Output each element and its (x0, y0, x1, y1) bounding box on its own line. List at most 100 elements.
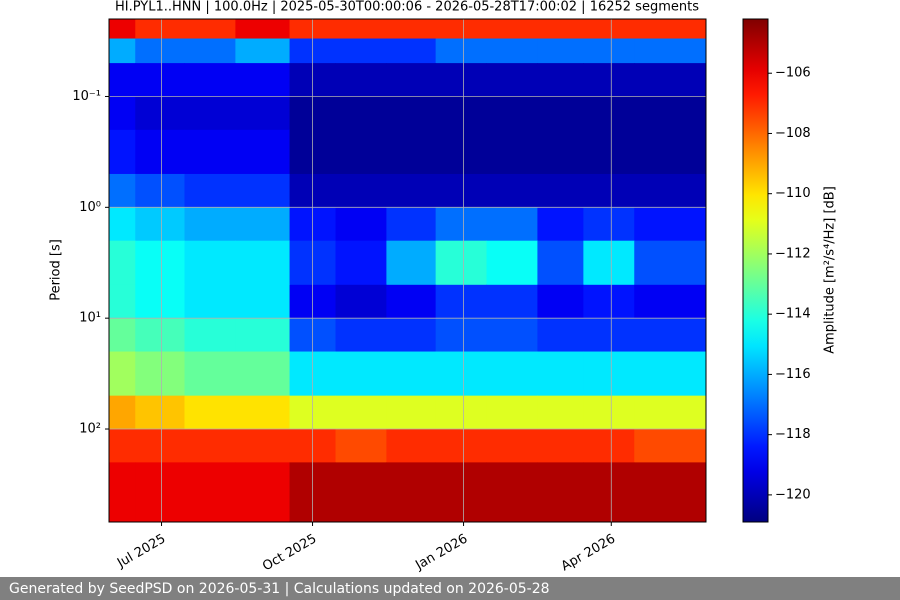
heatmap-cell (486, 19, 538, 40)
heatmap-cell (386, 240, 437, 286)
heatmap-cell (386, 395, 437, 430)
heatmap-cell (537, 351, 584, 397)
heatmap-cell (335, 129, 387, 175)
heatmap-cell (435, 284, 488, 319)
heatmap-cell (135, 173, 186, 208)
heatmap-cell (109, 96, 136, 131)
footer-text: Generated by SeedPSD on 2026-05-31 | Cal… (9, 581, 550, 597)
heatmap-cell (135, 351, 186, 397)
heatmap-cell (537, 240, 584, 286)
x-tick-label: Jul 2025 (114, 532, 168, 572)
heatmap-cell (435, 395, 488, 430)
heatmap-cell (386, 96, 437, 131)
heatmap-cell (486, 63, 538, 97)
heatmap-cell (583, 19, 635, 40)
heatmap-cell (386, 129, 437, 175)
heatmap-cell (235, 240, 291, 286)
colorbar-tick-label: −112 (775, 246, 811, 261)
heatmap-cell (435, 96, 488, 131)
heatmap-cell (634, 429, 707, 463)
heatmap-cell (184, 19, 236, 40)
heatmap-cell (109, 63, 136, 97)
heatmap-cell (537, 19, 584, 40)
heatmap-cell (486, 462, 538, 523)
heatmap-cell (583, 96, 635, 131)
colorbar-tick-label: −118 (775, 427, 811, 442)
heatmap-cell (537, 429, 584, 463)
heatmap-cell (583, 318, 635, 353)
heatmap-cell (537, 38, 584, 64)
heatmap-cell (634, 173, 707, 208)
heatmap-cell (486, 429, 538, 463)
heatmap-cell (634, 240, 707, 286)
heatmap-cell (537, 63, 584, 97)
heatmap-cell (583, 63, 635, 97)
y-tick-label: 10⁻¹ (72, 89, 101, 104)
heatmap-cell (184, 38, 236, 64)
heatmap-cell (109, 395, 136, 430)
heatmap-cell (634, 351, 707, 397)
heatmap-cell (235, 129, 291, 175)
chart: HI.PYL1..HNN | 100.0Hz | 2025-05-30T00:0… (49, 0, 838, 574)
heatmap-cell (135, 284, 186, 319)
heatmap-cell (583, 207, 635, 242)
plot-frame (108, 18, 707, 523)
heatmap-cell (109, 19, 136, 40)
heatmap-cell (235, 429, 291, 463)
heatmap-cell (486, 240, 538, 286)
heatmap-cell (184, 96, 236, 131)
heatmap-cell (335, 96, 387, 131)
heatmap-cell (135, 63, 186, 97)
heatmap-cell (235, 173, 291, 208)
heatmap-cell (109, 318, 136, 353)
colorbar-tick-label: −110 (775, 186, 811, 201)
colorbar-tick-label: −108 (775, 126, 811, 141)
heatmap-cell (335, 318, 387, 353)
heatmap-cell (335, 173, 387, 208)
y-tick-label: 10⁰ (79, 200, 101, 215)
heatmap-cell (109, 351, 136, 397)
heatmap-cell (235, 96, 291, 131)
heatmap-cell (235, 318, 291, 353)
heatmap-cell (435, 63, 488, 97)
heatmap-cell (335, 63, 387, 97)
heatmap-cell (386, 351, 437, 397)
chart-title: HI.PYL1..HNN | 100.0Hz | 2025-05-30T00:0… (115, 0, 699, 15)
heatmap-cell (184, 173, 236, 208)
heatmap-cell (634, 38, 707, 64)
heatmap-cell (634, 462, 707, 523)
heatmap-cell (184, 240, 236, 286)
heatmap-cell (537, 129, 584, 175)
y-tick-label: 10¹ (79, 311, 101, 326)
heatmap-cell (184, 395, 236, 430)
heatmap-cell (335, 38, 387, 64)
heatmap-cell (335, 284, 387, 319)
heatmap-cell (537, 462, 584, 523)
heatmap-cell (583, 129, 635, 175)
heatmap-cell (235, 38, 291, 64)
heatmap-cell (386, 429, 437, 463)
heatmap-cell (583, 240, 635, 286)
heatmap-cell (634, 19, 707, 40)
heatmap-cell (537, 173, 584, 208)
y-axis-label: Period [s] (49, 239, 64, 301)
heatmap-cell (486, 284, 538, 319)
heatmap-cell (435, 240, 488, 286)
heatmap-cell (435, 38, 488, 64)
heatmap-cell (537, 207, 584, 242)
heatmap-cell (335, 207, 387, 242)
heatmap-cell (435, 351, 488, 397)
heatmap-cell (634, 395, 707, 430)
heatmap-cell (109, 462, 136, 523)
heatmap-cell (435, 19, 488, 40)
heatmap-cell (634, 318, 707, 353)
heatmap-cell (235, 207, 291, 242)
colorbar-tick-label: −116 (775, 367, 811, 382)
colorbar (742, 18, 769, 523)
heatmap-cell (386, 207, 437, 242)
heatmap-cell (583, 395, 635, 430)
heatmap-cell (135, 462, 186, 523)
heatmap-cell (135, 207, 186, 242)
heatmap-cell (109, 38, 136, 64)
heatmap-cell (583, 173, 635, 208)
